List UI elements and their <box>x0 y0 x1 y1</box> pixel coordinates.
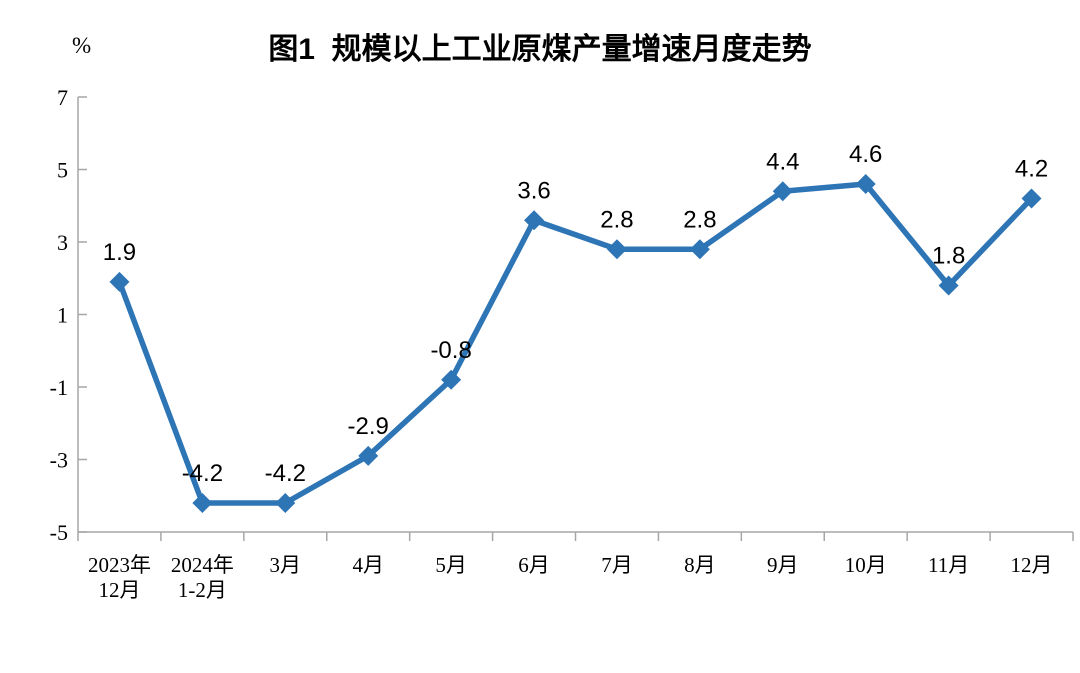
data-point-label: 3.6 <box>517 177 550 204</box>
x-category-label: 3月 <box>270 553 302 577</box>
data-point-marker <box>1021 188 1042 209</box>
series-line <box>116 181 1035 506</box>
y-tick-label: 7 <box>57 85 68 110</box>
y-tick-label: -3 <box>50 448 68 473</box>
x-category-label: 10月 <box>845 553 887 577</box>
y-tick-label: -5 <box>50 520 68 545</box>
data-point-marker <box>109 271 130 292</box>
data-point-label: 4.4 <box>766 148 799 175</box>
data-point-marker <box>275 493 296 513</box>
data-point-label: 1.8 <box>932 243 965 270</box>
data-point-marker <box>358 445 379 466</box>
data-point-marker <box>606 239 627 260</box>
data-point-marker <box>938 275 959 296</box>
data-point-marker <box>524 210 545 231</box>
chart-title: 图1 规模以上工业原煤产量增速月度走势 <box>268 33 812 66</box>
x-category-label: 9月 <box>767 553 799 577</box>
x-category-label: 4月 <box>352 553 384 577</box>
data-point-label: -2.9 <box>348 413 389 440</box>
x-category-label: 6月 <box>518 553 550 577</box>
data-point-label: 1.9 <box>103 239 136 266</box>
y-tick-label: 5 <box>57 158 68 183</box>
data-point-label: 4.6 <box>849 141 882 168</box>
x-category-label: 11月 <box>928 553 969 577</box>
x-category-label: 8月 <box>684 553 716 577</box>
x-category-label: 7月 <box>601 553 633 577</box>
x-category-label: 12月 <box>1011 553 1053 577</box>
data-point-label: -0.8 <box>430 337 471 364</box>
x-category-label: 5月 <box>435 553 467 577</box>
y-tick-label: -1 <box>50 375 68 400</box>
data-point-marker <box>689 239 710 260</box>
data-point-marker <box>855 174 876 194</box>
data-point-label: 2.8 <box>683 206 716 233</box>
data-point-marker <box>192 493 213 513</box>
data-point-marker <box>772 181 793 202</box>
data-point-label: -4.2 <box>182 460 223 487</box>
x-category-label: 2023年 12月 <box>88 553 151 602</box>
data-point-label: -4.2 <box>265 460 306 487</box>
data-point-marker <box>441 369 462 390</box>
data-point-label: 2.8 <box>600 206 633 233</box>
data-point-label: 4.2 <box>1015 156 1048 183</box>
y-tick-label: 1 <box>57 303 68 328</box>
y-tick-label: 3 <box>57 230 68 255</box>
x-category-label: 2024年 1-2月 <box>171 553 234 602</box>
y-axis-unit-label: % <box>72 33 92 58</box>
